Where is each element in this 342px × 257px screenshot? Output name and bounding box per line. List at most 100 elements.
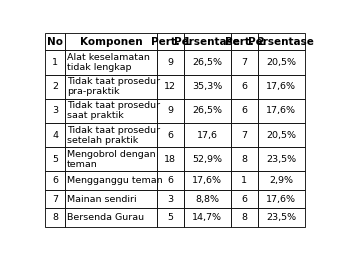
Text: 7: 7 [52, 195, 58, 204]
Text: 17,6%: 17,6% [266, 106, 297, 115]
Bar [258, 208, 305, 227]
Bar [184, 208, 231, 227]
Text: 7: 7 [241, 131, 247, 140]
Text: Persentase: Persentase [174, 36, 240, 47]
Text: 17,6%: 17,6% [266, 82, 297, 91]
Text: 9: 9 [167, 106, 173, 115]
Text: 14,7%: 14,7% [193, 213, 222, 222]
Bar [45, 33, 65, 50]
Bar [231, 208, 258, 227]
Text: 6: 6 [241, 106, 247, 115]
Bar [45, 99, 65, 123]
Bar [157, 208, 184, 227]
Bar [45, 190, 65, 208]
Bar [65, 171, 157, 190]
Text: 26,5%: 26,5% [193, 58, 222, 67]
Bar [184, 99, 231, 123]
Text: 17,6%: 17,6% [266, 195, 297, 204]
Bar [157, 50, 184, 75]
Text: 6: 6 [241, 195, 247, 204]
Text: 3: 3 [52, 106, 58, 115]
Bar [65, 123, 157, 147]
Bar [65, 33, 157, 50]
Bar [157, 171, 184, 190]
Text: 5: 5 [52, 155, 58, 164]
Bar [65, 190, 157, 208]
Text: Pert. 2: Pert. 2 [224, 36, 264, 47]
Text: Persentase: Persentase [248, 36, 314, 47]
Bar [184, 190, 231, 208]
Bar [231, 75, 258, 99]
Text: 1: 1 [52, 58, 58, 67]
Text: 18: 18 [165, 155, 176, 164]
Text: 17,6%: 17,6% [193, 176, 222, 185]
Bar [231, 50, 258, 75]
Text: Tidak taat prosedur
pra-praktik: Tidak taat prosedur pra-praktik [67, 77, 160, 96]
Text: Tidak taat prosedur
saat praktik: Tidak taat prosedur saat praktik [67, 101, 160, 120]
Text: Mengganggu teman: Mengganggu teman [67, 176, 163, 185]
Text: 23,5%: 23,5% [266, 213, 297, 222]
Bar [258, 75, 305, 99]
Bar [65, 75, 157, 99]
Text: 1: 1 [241, 176, 247, 185]
Bar [157, 75, 184, 99]
Text: 17,6: 17,6 [197, 131, 218, 140]
Text: 9: 9 [167, 58, 173, 67]
Text: 3: 3 [167, 195, 173, 204]
Bar [258, 171, 305, 190]
Bar [231, 33, 258, 50]
Text: 12: 12 [165, 82, 176, 91]
Bar [184, 147, 231, 171]
Bar [157, 147, 184, 171]
Bar [184, 50, 231, 75]
Bar [184, 75, 231, 99]
Bar [45, 123, 65, 147]
Text: 4: 4 [52, 131, 58, 140]
Text: 2,9%: 2,9% [269, 176, 293, 185]
Bar [258, 33, 305, 50]
Text: Bersenda Gurau: Bersenda Gurau [67, 213, 144, 222]
Text: 26,5%: 26,5% [193, 106, 222, 115]
Text: 8,8%: 8,8% [195, 195, 219, 204]
Text: 8: 8 [241, 155, 247, 164]
Bar [65, 50, 157, 75]
Bar [157, 190, 184, 208]
Text: 2: 2 [52, 82, 58, 91]
Text: Mengobrol dengan
teman: Mengobrol dengan teman [67, 150, 156, 169]
Text: 8: 8 [241, 213, 247, 222]
Bar [184, 33, 231, 50]
Text: 52,9%: 52,9% [193, 155, 222, 164]
Bar [45, 208, 65, 227]
Text: 35,3%: 35,3% [192, 82, 223, 91]
Bar [231, 171, 258, 190]
Bar [258, 147, 305, 171]
Bar [258, 50, 305, 75]
Text: Komponen: Komponen [80, 36, 142, 47]
Bar [45, 75, 65, 99]
Bar [184, 171, 231, 190]
Text: 7: 7 [241, 58, 247, 67]
Text: 8: 8 [52, 213, 58, 222]
Bar [231, 123, 258, 147]
Text: 6: 6 [241, 82, 247, 91]
Bar [231, 99, 258, 123]
Text: Pert. 1: Pert. 1 [150, 36, 190, 47]
Text: Mainan sendiri: Mainan sendiri [67, 195, 137, 204]
Text: 5: 5 [167, 213, 173, 222]
Text: 23,5%: 23,5% [266, 155, 297, 164]
Bar [258, 123, 305, 147]
Bar [157, 99, 184, 123]
Bar [231, 147, 258, 171]
Text: Tidak taat prosedur
setelah praktik: Tidak taat prosedur setelah praktik [67, 126, 160, 145]
Text: Alat keselamatan
tidak lengkap: Alat keselamatan tidak lengkap [67, 53, 150, 72]
Text: No: No [47, 36, 63, 47]
Bar [258, 99, 305, 123]
Bar [45, 171, 65, 190]
Bar [184, 123, 231, 147]
Bar [45, 147, 65, 171]
Bar [65, 147, 157, 171]
Bar [157, 123, 184, 147]
Bar [231, 190, 258, 208]
Bar [45, 50, 65, 75]
Bar [65, 208, 157, 227]
